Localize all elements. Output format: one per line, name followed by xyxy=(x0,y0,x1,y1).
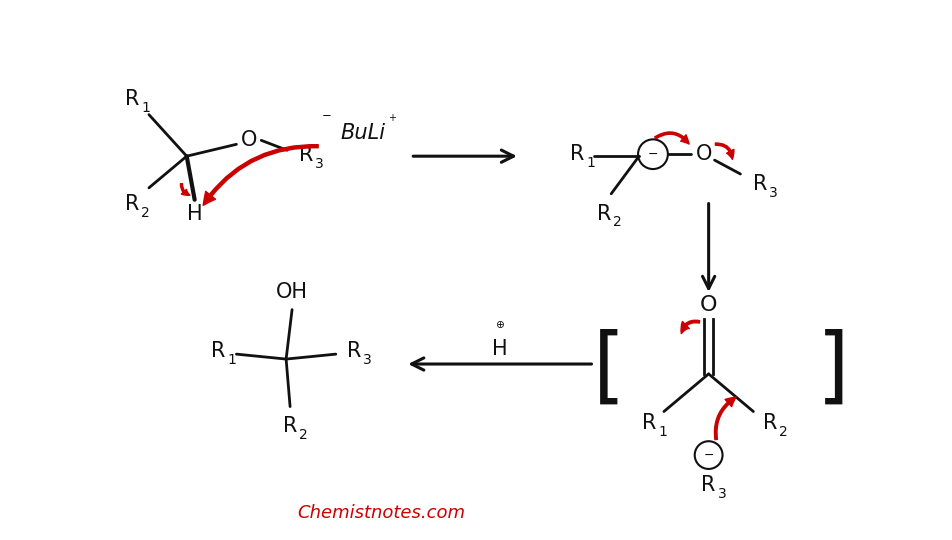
Text: R: R xyxy=(283,416,297,436)
Text: BuLi: BuLi xyxy=(341,124,386,144)
FancyArrowPatch shape xyxy=(203,145,318,205)
Text: R: R xyxy=(753,174,767,194)
Text: $^{+}$: $^{+}$ xyxy=(387,112,397,126)
Text: R: R xyxy=(211,341,226,361)
FancyArrowPatch shape xyxy=(681,320,700,334)
Text: 2: 2 xyxy=(613,215,622,230)
Text: O: O xyxy=(700,295,718,315)
Text: −: − xyxy=(704,449,714,462)
Text: 3: 3 xyxy=(315,157,324,171)
Text: R: R xyxy=(299,145,313,165)
FancyArrowPatch shape xyxy=(714,397,736,440)
Text: Chemistnotes.com: Chemistnotes.com xyxy=(297,504,466,522)
Text: R: R xyxy=(347,341,361,361)
Text: R: R xyxy=(764,414,778,434)
Text: 1: 1 xyxy=(658,426,666,440)
Text: −: − xyxy=(647,148,658,161)
FancyArrowPatch shape xyxy=(655,132,689,144)
Text: R: R xyxy=(702,475,716,495)
Text: O: O xyxy=(241,130,258,150)
Text: ]: ] xyxy=(817,328,849,409)
FancyArrowPatch shape xyxy=(715,143,734,159)
Text: 3: 3 xyxy=(363,353,371,367)
Text: 3: 3 xyxy=(769,186,778,200)
Text: 2: 2 xyxy=(299,428,307,442)
Text: H: H xyxy=(187,204,203,224)
Text: [: [ xyxy=(593,328,625,409)
Text: 1: 1 xyxy=(141,100,149,114)
Text: OH: OH xyxy=(276,282,308,302)
Text: H: H xyxy=(492,339,507,359)
Text: R: R xyxy=(570,144,585,164)
Text: 1: 1 xyxy=(586,156,595,170)
Text: $^{-}$: $^{-}$ xyxy=(321,111,331,129)
Text: R: R xyxy=(597,204,611,224)
Text: $^{\oplus}$: $^{\oplus}$ xyxy=(495,320,505,335)
Text: 2: 2 xyxy=(141,206,149,220)
Text: 3: 3 xyxy=(718,487,726,501)
Text: R: R xyxy=(642,414,656,434)
Text: R: R xyxy=(125,89,139,109)
Text: R: R xyxy=(125,194,139,214)
Text: O: O xyxy=(696,144,712,164)
FancyArrowPatch shape xyxy=(181,184,190,195)
Text: 2: 2 xyxy=(780,426,788,440)
Text: 1: 1 xyxy=(228,353,236,367)
